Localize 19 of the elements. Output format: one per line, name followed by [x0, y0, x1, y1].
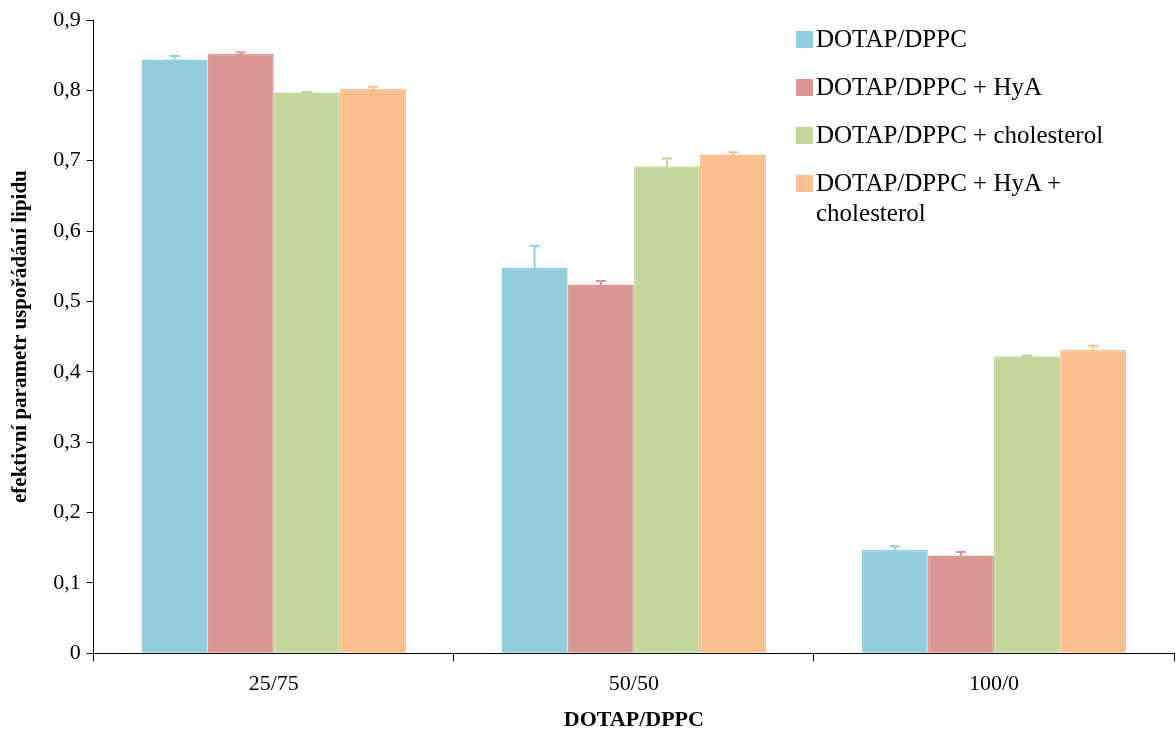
y-tick-label: 0,5 [53, 287, 81, 313]
legend-label: DOTAP/DPPC + HyA + cholesterol [816, 168, 1062, 228]
x-axis-title: DOTAP/DPPC [563, 706, 704, 732]
legend-label: DOTAP/DPPC + HyA [816, 72, 1043, 102]
y-axis-title: efektivní parametr uspořádání lipidu [7, 169, 32, 503]
y-tick-label: 0,8 [53, 76, 81, 102]
x-tick-label: 25/75 [248, 670, 299, 696]
y-tick-label: 0,2 [53, 498, 81, 524]
legend-label: DOTAP/DPPC [816, 24, 967, 54]
y-tick-label: 0,6 [53, 216, 81, 242]
y-tick-label: 0 [69, 638, 81, 664]
y-tick-label: 0,4 [53, 357, 81, 383]
x-tick-label: 100/0 [968, 670, 1020, 696]
y-tick-label: 0,1 [53, 568, 81, 594]
legend-label: DOTAP/DPPC + cholesterol [816, 120, 1104, 150]
y-tick-label: 0,9 [53, 5, 81, 31]
x-tick-label: 50/50 [608, 670, 659, 696]
y-tick-label: 0,3 [53, 427, 81, 453]
y-tick-label: 0,7 [53, 146, 81, 172]
